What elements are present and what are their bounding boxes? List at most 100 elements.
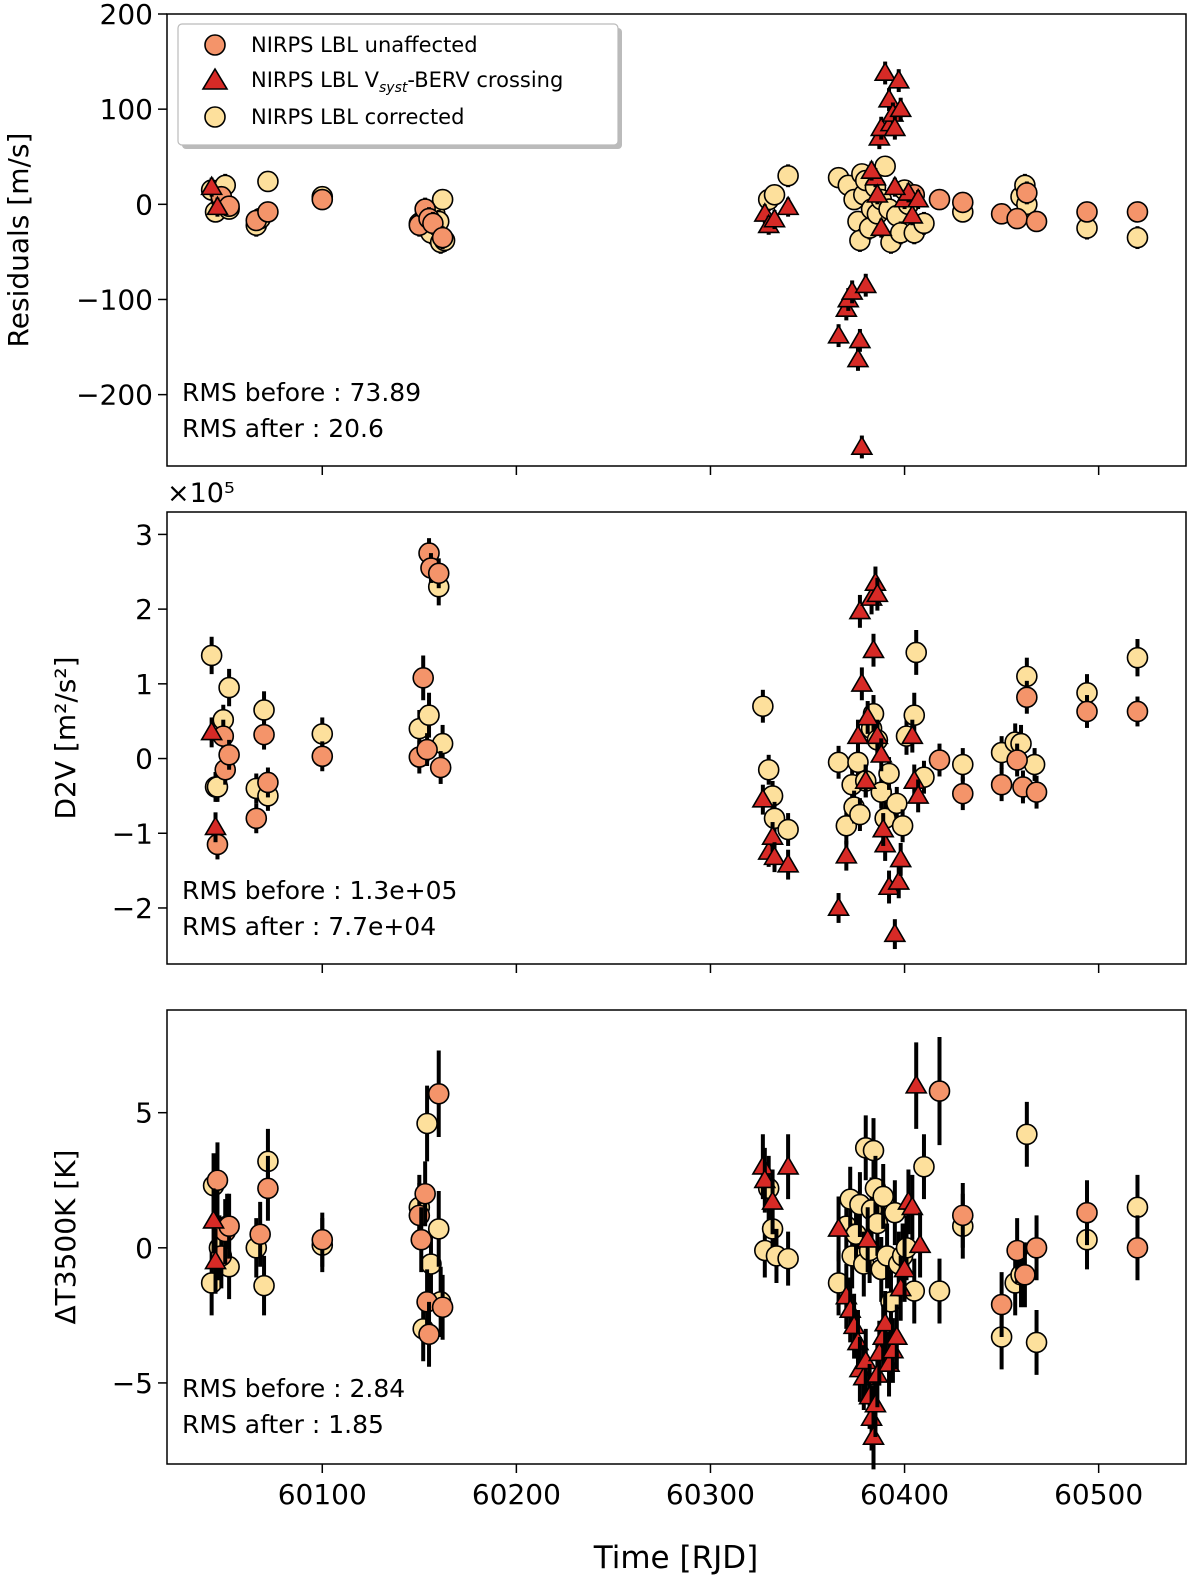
d2v-point-crossing [883,922,907,943]
d2v-point-unaffected [1025,781,1048,803]
dt-point-crossing [827,1217,850,1237]
d2v-point-unaffected [990,773,1013,796]
dt-point-unaffected [427,1082,450,1105]
d2v-point-corrected [757,758,780,781]
d2v-point-corrected [253,699,275,721]
d2v-point-corrected [885,792,908,815]
residuals-point-crossing [854,273,878,294]
d2v-rms-after: RMS after : 7.7e+04 [182,912,436,941]
residuals-point-crossing [873,61,897,81]
d2v-point-crossing [204,815,227,836]
d2v-marks [200,538,1149,950]
d2v-point-corrected [878,762,900,785]
dt-point-unaffected [1025,1237,1048,1259]
d2v-ytick-label: 1 [135,668,153,701]
d2v-ytick-label: −2 [112,892,153,925]
dt-point-corrected [416,1112,438,1135]
d2v-point-unaffected [1126,700,1149,723]
d2v-multiplier: ×10⁵ [167,478,235,509]
d2v-point-crossing [854,769,878,789]
d2v-point-crossing [846,724,870,745]
d2v-point-crossing [871,817,895,838]
d2v-point-crossing [856,705,880,726]
residuals-point-crossing [883,116,907,137]
d2v-point-crossing [834,844,858,864]
dt-point-crossing [753,1168,777,1189]
residuals-point-crossing [860,159,883,180]
dt-rms-before: RMS before : 2.84 [182,1374,405,1403]
residuals-point-unaffected [1076,201,1098,223]
d2v-point-crossing [763,845,786,866]
residuals-point-unaffected [928,188,951,211]
d2v-point-corrected [870,781,893,803]
d2v-point-corrected [891,814,914,837]
dt-point-crossing [776,1155,800,1175]
d2v-point-crossing [865,582,889,603]
dt-point-unaffected [1014,1264,1036,1286]
dt-point-corrected [777,1247,799,1270]
residuals-point-crossing [889,97,913,118]
dt-point-unaffected [1126,1237,1149,1259]
d2v-point-crossing [200,720,224,741]
residuals-point-unaffected [1126,201,1149,223]
dt-point-crossing [204,1249,227,1270]
d2v-panel: −2 −1 0 1 2 3 ×10⁵ D2V [m²/s²] RMS before : 1… [49,478,1187,973]
residuals-point-crossing [848,328,872,349]
d2v-ytick-label: 2 [135,593,153,626]
d2v-point-unaffected [951,782,974,805]
d2v-point-crossing [827,896,850,916]
dt-point-unaffected [928,1080,951,1102]
dt-point-unaffected [951,1204,974,1227]
xtick-label: 60400 [860,1478,949,1511]
d2v-point-crossing [751,788,775,808]
d2v-y-ticks: −2 −1 0 1 2 3 [112,518,167,925]
dt-point-corrected [928,1280,951,1302]
d2v-point-unaffected [928,749,951,771]
d2v-frame [166,511,1187,965]
residuals-point-crossing [883,175,907,196]
dt-point-crossing [761,1190,784,1210]
d2v-point-unaffected [311,745,334,768]
residuals-point-crossing [776,195,800,216]
residuals-point-corrected [431,188,454,211]
dt-point-corrected [913,1155,935,1178]
d2v-point-unaffected [218,744,240,766]
residuals-x-ticks [321,466,1100,475]
dt-ylabel: ΔT3500K [K] [49,1150,82,1325]
d2v-point-unaffected [245,807,268,830]
dt-ytick-label: −5 [112,1367,153,1400]
dt-point-unaffected [990,1293,1013,1316]
residuals-ytick-label: 0 [135,188,153,221]
d2v-ytick-label: 0 [135,743,153,776]
dt-point-unaffected [249,1223,271,1246]
dt-point-unaffected [1076,1201,1098,1224]
dt-panel: −5 0 5 60100 60200 60300 60400 60500 ΔT3500K [… [49,1009,1187,1576]
residuals-point-crossing [887,69,911,89]
residuals-point-crossing [763,207,786,228]
d2v-point-corrected [418,704,440,727]
xtick-label: 60100 [278,1478,367,1511]
dt-point-crossing [893,1257,916,1278]
dt-point-crossing [202,1209,225,1229]
dt-y-ticks: −5 0 5 [112,1097,167,1400]
dt-point-unaffected [410,1228,433,1251]
d2v-point-unaffected [257,771,279,794]
residuals-ytick-label: 200 [100,0,153,31]
d2v-point-crossing [848,599,872,620]
d2v-point-crossing [900,724,924,745]
residuals-point-unaffected [431,226,454,249]
d2v-point-unaffected [1016,686,1038,709]
residuals-ytick-label: −200 [76,379,153,412]
d2v-point-unaffected [416,738,438,761]
residuals-point-corrected [257,170,279,193]
dt-frame [166,1009,1187,1465]
residuals-point-corrected [763,184,786,206]
residuals-point-crossing [869,216,893,237]
d2v-point-corrected [218,676,240,699]
d2v-point-unaffected [1076,700,1098,723]
d2v-point-corrected [951,753,974,776]
residuals-point-corrected [777,164,799,187]
d2v-point-crossing [776,853,800,873]
dt-point-corrected [1126,1196,1149,1219]
